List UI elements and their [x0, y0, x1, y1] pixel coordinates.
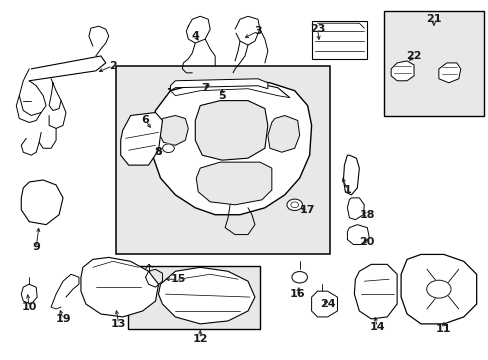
Polygon shape — [311, 291, 337, 317]
Polygon shape — [196, 162, 271, 205]
Text: 13: 13 — [111, 319, 126, 329]
Text: 12: 12 — [192, 334, 207, 344]
Polygon shape — [311, 21, 366, 59]
Polygon shape — [346, 198, 364, 220]
Text: 20: 20 — [359, 237, 374, 247]
Polygon shape — [150, 81, 311, 215]
Circle shape — [426, 280, 450, 298]
Polygon shape — [170, 79, 267, 91]
Text: 22: 22 — [406, 51, 421, 61]
Polygon shape — [158, 267, 254, 324]
Polygon shape — [121, 113, 162, 165]
Polygon shape — [343, 155, 359, 195]
Text: 14: 14 — [368, 322, 384, 332]
Text: 6: 6 — [142, 116, 149, 126]
Polygon shape — [158, 116, 188, 145]
Text: 2: 2 — [109, 61, 117, 71]
Bar — [116, 66, 329, 255]
Text: 9: 9 — [32, 243, 40, 252]
Text: 7: 7 — [201, 83, 209, 93]
Text: 18: 18 — [359, 210, 374, 220]
Text: 21: 21 — [426, 14, 441, 24]
Polygon shape — [354, 264, 396, 319]
Text: 3: 3 — [254, 26, 261, 36]
Text: 5: 5 — [218, 91, 225, 101]
Polygon shape — [21, 284, 37, 304]
Text: 24: 24 — [319, 299, 335, 309]
Text: 8: 8 — [154, 147, 162, 157]
Circle shape — [291, 271, 307, 283]
Polygon shape — [346, 225, 368, 244]
Polygon shape — [267, 116, 299, 152]
Polygon shape — [400, 255, 476, 324]
Text: 23: 23 — [309, 24, 325, 34]
Polygon shape — [81, 257, 158, 317]
Circle shape — [286, 199, 302, 211]
Text: 19: 19 — [55, 314, 71, 324]
Text: 17: 17 — [299, 205, 315, 215]
Polygon shape — [390, 61, 413, 81]
Polygon shape — [21, 180, 63, 225]
Bar — [127, 266, 260, 329]
Polygon shape — [438, 63, 460, 83]
Text: 15: 15 — [170, 274, 186, 284]
Text: 4: 4 — [191, 31, 199, 41]
Polygon shape — [195, 100, 267, 160]
Text: 1: 1 — [343, 185, 350, 195]
Circle shape — [163, 144, 174, 153]
Text: 11: 11 — [435, 324, 451, 334]
Text: 10: 10 — [21, 302, 37, 312]
Bar — [384, 11, 483, 116]
Text: 16: 16 — [289, 289, 305, 299]
